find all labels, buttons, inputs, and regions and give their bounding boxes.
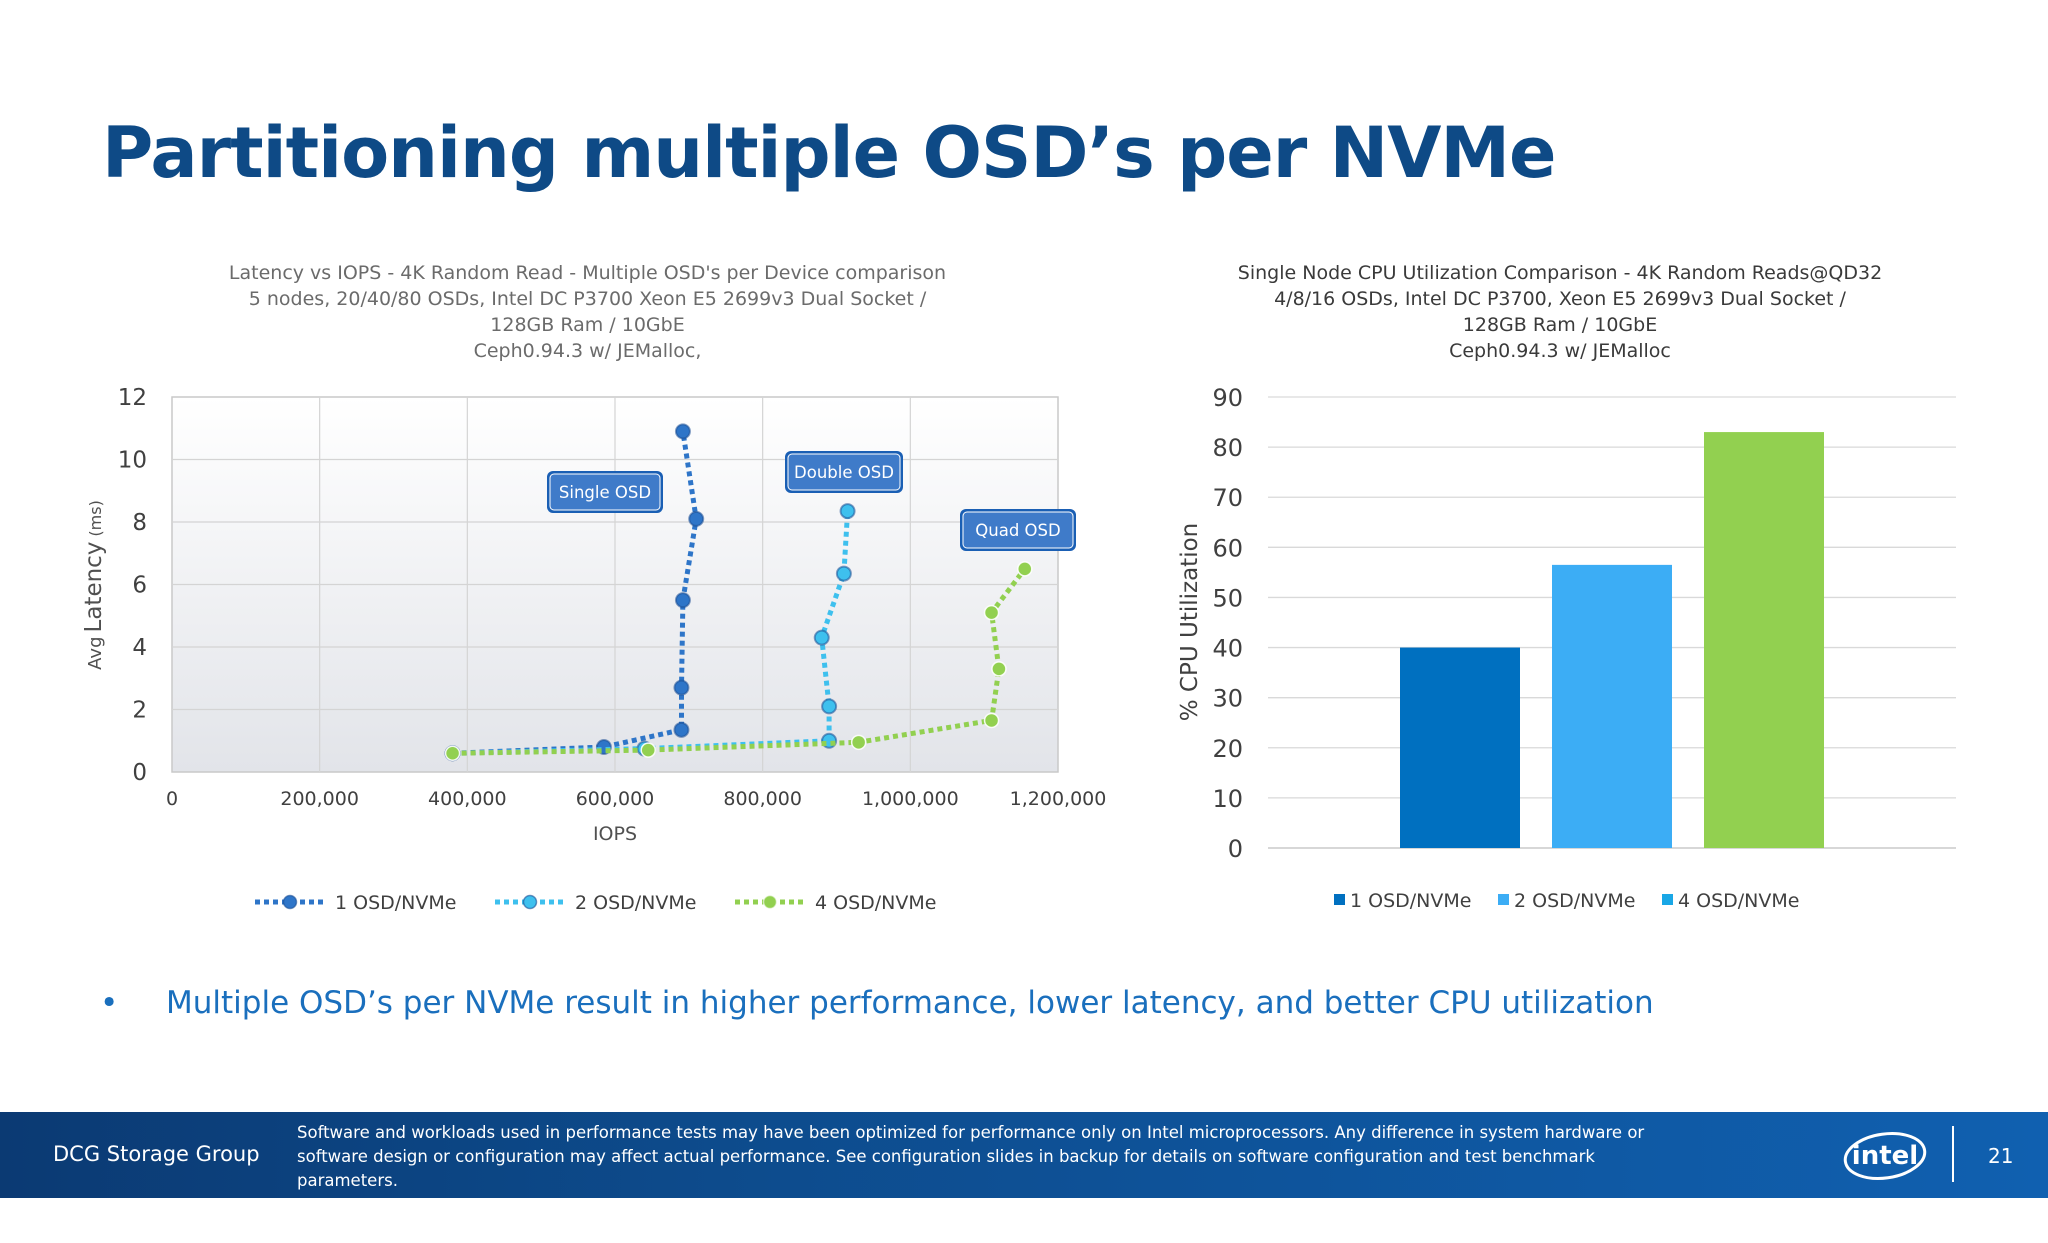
bullet-dot: • [100,985,119,1021]
intel-logo-text: intel [1852,1141,1918,1171]
footer-bar: DCG Storage Group Software and workloads… [0,1112,2048,1198]
x-tick-label: 1,200,000 [1010,788,1107,810]
x-tick-label: 1,000,000 [862,788,959,810]
footer-disclaimer: Software and workloads used in performan… [297,1123,1645,1190]
y-tick-label: 10 [1212,785,1243,813]
latency-chart-title-line: Ceph0.94.3 w/ JEMalloc, [473,340,702,362]
callout-box [787,453,901,491]
y-tick-label: 6 [132,573,147,599]
data-point [821,698,838,715]
data-point [1017,561,1033,577]
bar [1400,647,1520,848]
series-callout: Single OSD [547,471,663,513]
y-axis-label-unit: (ms) [86,500,105,536]
y-tick-label: 4 [132,635,147,661]
legend-marker [762,894,778,910]
legend-item: 4 OSD/NVMe [1662,890,1799,912]
y-tick-label: 40 [1212,635,1243,663]
x-tick-label: 200,000 [280,788,359,810]
footer-group-name: DCG Storage Group [53,1142,260,1166]
callout-box [962,511,1074,549]
y-tick-label: 70 [1212,484,1243,512]
cpu-chart-title-line: 4/8/16 OSDs, Intel DC P3700, Xeon E5 269… [1274,288,1846,310]
legend-swatch [1498,894,1509,905]
legend-swatch [1662,894,1673,905]
legend-label: 2 OSD/NVMe [575,892,696,914]
latency-chart-title: Latency vs IOPS - 4K Random Read - Multi… [175,260,1000,364]
cpu-chart-title-line: Ceph0.94.3 w/ JEMalloc [1449,340,1671,362]
y-tick-label: 8 [132,510,147,536]
callout-label: Double OSD [794,463,894,482]
data-point [688,510,705,527]
y-axis-label-main: Latency [81,542,107,633]
series-callout: Double OSD [785,451,903,493]
data-point [673,721,690,738]
legend-item: 1 OSD/NVMe [255,892,456,914]
y-tick-label: 0 [1228,835,1243,863]
legend-label: 2 OSD/NVMe [1514,890,1635,912]
legend-swatch [1334,894,1345,905]
callout-label: Quad OSD [975,521,1060,540]
legend-item: 2 OSD/NVMe [495,892,696,914]
y-tick-label: 30 [1212,685,1243,713]
legend-label: 1 OSD/NVMe [335,892,456,914]
x-tick-label: 600,000 [576,788,655,810]
latency-chart-title-line: 128GB Ram / 10GbE [490,314,685,336]
y-tick-label: 20 [1212,735,1243,763]
data-point [813,629,830,646]
y-tick-label: 60 [1212,534,1243,562]
data-point [839,503,856,520]
legend-label: 4 OSD/NVMe [1678,890,1799,912]
x-tick-label: 0 [166,788,178,810]
data-point [983,604,1000,621]
data-point [673,679,690,696]
y-tick-label: 0 [132,760,147,786]
legend-item: 1 OSD/NVMe [1334,890,1471,912]
summary-bullet-text: Multiple OSD’s per NVMe result in higher… [166,985,1654,1021]
data-point [835,565,852,582]
legend-item: 2 OSD/NVMe [1498,890,1635,912]
callout-box [549,473,661,511]
x-axis-label: IOPS [593,823,637,845]
data-point [444,745,461,761]
y-tick-label: 10 [118,448,147,474]
y-tick-label: 12 [118,385,147,411]
legend-item: 4 OSD/NVMe [735,892,936,914]
legend-marker [522,894,538,910]
x-tick-label: 400,000 [428,788,507,810]
bar [1704,432,1824,848]
data-point [991,661,1007,677]
cpu-chart-title: Single Node CPU Utilization Comparison -… [1210,260,1910,364]
slide-title: Partitioning multiple OSD’s per NVMe [102,112,1557,194]
legend-label: 4 OSD/NVMe [815,892,936,914]
y-tick-label: 50 [1212,584,1243,612]
data-point [850,734,867,751]
cpu-utilization-chart: 0 10 20 30 40 50 60 70 80 90 % CPU Utilization 1 OS… [1177,384,1956,912]
legend-marker [282,894,298,910]
data-point [983,712,1000,729]
footer-divider [1952,1126,1954,1182]
y-axis-label-prefix: Avg [85,636,106,669]
data-point [640,742,656,758]
latency-chart-title-line: 5 nodes, 20/40/80 OSDs, Intel DC P3700 X… [248,288,927,310]
y-axis-label: % CPU Utilization [1177,523,1203,722]
y-tick-label: 90 [1212,384,1243,412]
latency-iops-chart: 0 200,000 400,000 600,000 800,000 1,000,000 1,… [81,385,1107,914]
series-callout: Quad OSD [960,509,1076,551]
data-point [674,423,691,440]
data-point [674,592,691,609]
y-tick-label: 2 [132,698,147,724]
x-tick-label: 800,000 [723,788,802,810]
cpu-chart-title-line: 128GB Ram / 10GbE [1462,314,1658,336]
page-number: 21 [1988,1144,2014,1168]
y-axis-label: Avg Latency (ms) [81,500,107,670]
intel-logo-icon: intel [1843,1132,1927,1180]
callout-label: Single OSD [559,483,651,502]
legend-label: 1 OSD/NVMe [1350,890,1471,912]
cpu-chart-title-line: Single Node CPU Utilization Comparison -… [1237,262,1883,284]
latency-chart-title-line: Latency vs IOPS - 4K Random Read - Multi… [228,262,947,284]
y-tick-label: 80 [1212,434,1243,462]
bar [1552,564,1672,848]
